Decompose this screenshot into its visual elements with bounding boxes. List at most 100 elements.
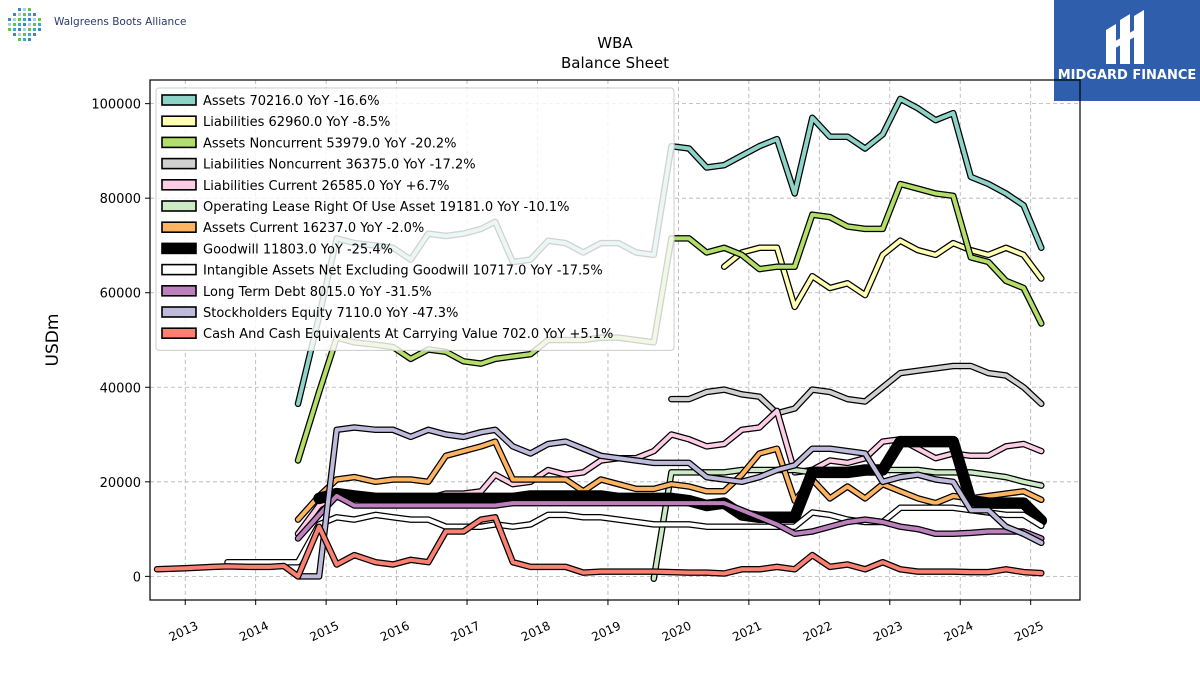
logo-dot [23, 33, 26, 36]
legend-swatch [161, 327, 197, 340]
walgreens-dots-icon [8, 8, 41, 41]
series-6 [294, 438, 1045, 523]
logo-dot [8, 23, 11, 26]
chart-subtitle: Balance Sheet [561, 54, 669, 72]
x-axis-ticks: 2013 2014 2015 2016 2017 2018 2019 2020 2021 2022… [167, 600, 1046, 644]
legend-entry: Assets Current 16237.0 YoY -2.0% [203, 221, 424, 236]
x-tick-label: 2020 [660, 619, 694, 645]
logo-dot [8, 28, 11, 31]
x-tick-label: 2018 [519, 619, 553, 645]
x-tick-label: 2013 [167, 619, 201, 645]
logo-dot [23, 18, 26, 21]
x-tick-label: 2015 [308, 619, 342, 645]
x-tick-label: 2014 [237, 619, 271, 645]
legend-swatch [161, 263, 197, 276]
legend-entry: Stockholders Equity 7110.0 YoY -47.3% [203, 306, 458, 321]
y-tick-label: 0 [133, 570, 141, 585]
legend-swatch [161, 221, 197, 233]
walgreens-logo: Walgreens Boots Alliance [4, 4, 234, 44]
plot-frame [149, 79, 1081, 601]
y-tick-label: 20000 [100, 476, 141, 491]
walgreens-brand-text: Walgreens Boots Alliance [54, 16, 187, 28]
logo-dot [18, 18, 21, 21]
logo-dot [23, 8, 26, 11]
legend-swatch [161, 157, 197, 170]
legend-entry: Liabilities Noncurrent 36375.0 YoY -17.2… [203, 158, 476, 173]
series-3 [668, 362, 1045, 417]
legend-swatch [161, 200, 197, 212]
series-line [722, 238, 1044, 309]
logo-dot [13, 18, 16, 21]
series-line [669, 364, 1044, 416]
series-line [155, 515, 1044, 579]
legend-entry: Cash And Cash Equivalents At Carrying Va… [203, 327, 613, 342]
logo-dot [28, 18, 31, 21]
logo-dot [18, 38, 21, 41]
logo-dot [28, 13, 31, 16]
legend-entry: Liabilities Current 26585.0 YoY +6.7% [203, 179, 450, 194]
legend-entry: Assets 70216.0 YoY -16.6% [203, 94, 380, 109]
x-tick-label: 2023 [871, 619, 905, 645]
logo-dot [28, 38, 31, 41]
logo-dot [18, 33, 21, 36]
x-tick-label: 2021 [730, 619, 764, 645]
logo-dot [23, 23, 26, 26]
x-tick-label: 2016 [378, 619, 412, 645]
legend-swatch [161, 284, 197, 297]
series-1 [720, 237, 1045, 311]
logo-dot [13, 28, 16, 31]
series-line [296, 494, 1044, 541]
chart-title: WBA [597, 34, 633, 52]
logo-dot [23, 13, 26, 16]
series-line [225, 505, 1044, 565]
series-11 [153, 514, 1045, 580]
logo-dot [18, 28, 21, 31]
logo-dot [13, 23, 16, 26]
legend-entry: Intangible Assets Net Excluding Goodwill… [203, 264, 603, 279]
y-axis-label: USDm [43, 314, 63, 367]
series-line [296, 439, 1044, 522]
y-tick-label: 60000 [100, 287, 141, 302]
logo-dot [33, 13, 36, 16]
logo-dot [33, 28, 36, 31]
y-tick-label: 100000 [91, 98, 141, 113]
x-tick-label: 2019 [589, 619, 623, 645]
x-tick-label: 2025 [1012, 619, 1046, 645]
series-line [314, 437, 1046, 526]
logo-dot [38, 28, 41, 31]
series-7 [313, 435, 1048, 527]
legend-swatch [161, 136, 197, 149]
legend-entry: Assets Noncurrent 53979.0 YoY -20.2% [203, 136, 457, 151]
legend-entry: Liabilities 62960.0 YoY -8.5% [203, 115, 390, 130]
logo-dot [38, 18, 41, 21]
logo-dot [23, 28, 26, 31]
legend-swatch [161, 115, 197, 127]
y-tick-label: 80000 [100, 192, 141, 207]
legend-swatch [161, 94, 197, 106]
y-tick-label: 40000 [100, 381, 141, 396]
series-8 [224, 504, 1045, 566]
logo-dot [28, 28, 31, 31]
x-tick-label: 2024 [942, 619, 976, 645]
logo-dot [38, 23, 41, 26]
midgard-brand-text: MIDGARD FINANCE [1057, 68, 1197, 83]
legend-entry: Goodwill 11803.0 YoY -25.4% [203, 242, 393, 257]
legend-entry: Operating Lease Right Of Use Asset 19181… [203, 200, 570, 215]
legend-swatch [161, 179, 197, 191]
logo-dot [33, 18, 36, 21]
logo-dot [13, 13, 16, 16]
x-tick-label: 2017 [449, 619, 483, 645]
logo-dot [13, 33, 16, 36]
series-9 [294, 492, 1045, 542]
series-line [296, 425, 1044, 579]
midgard-logo: MIDGARD FINANCE [1054, 0, 1200, 101]
logo-dot [28, 23, 31, 26]
midgard-mark-icon [1106, 10, 1144, 64]
y-axis-ticks: 0 20000 40000 60000 80000 100000 [91, 98, 150, 585]
logo-dot [23, 38, 26, 41]
logo-dot [28, 33, 31, 36]
legend-entry: Long Term Debt 8015.0 YoY -31.5% [203, 285, 432, 300]
logo-dot [28, 8, 31, 11]
logo-dot [18, 23, 21, 26]
